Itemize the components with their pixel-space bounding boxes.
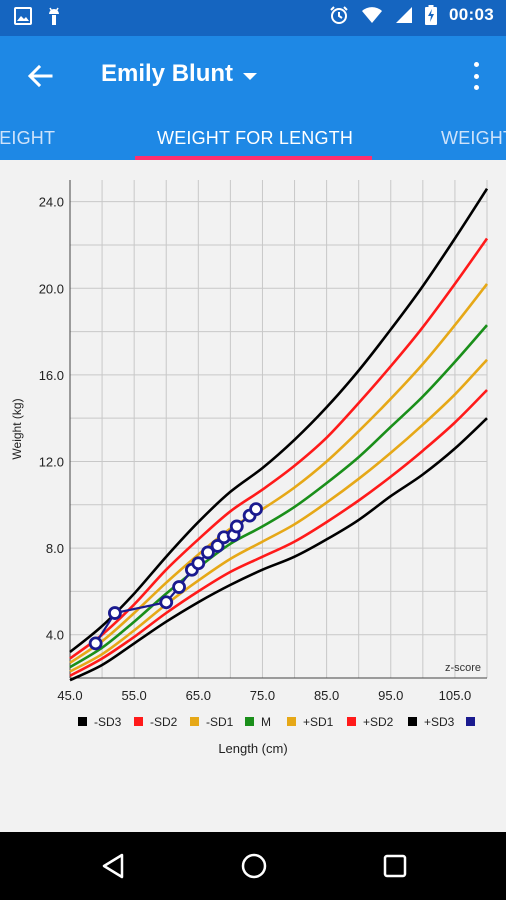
growth-chart[interactable]: 45.0 55.0 65.0 75.0 85.0 95.0 105.0 4.0 8.0 12.0 1… (0, 160, 506, 832)
series-line-plusminus-sd2 (69, 237, 489, 660)
legend-label: -SD1 (206, 715, 234, 729)
legend-label: +SD2 (363, 715, 394, 729)
y-tick-label: 12.0 (39, 454, 64, 469)
legend-label: -SD2 (150, 715, 178, 729)
tab-indicator (135, 156, 372, 160)
series-line-minus-sd3 (69, 417, 488, 682)
y-axis-label: Weight (kg) (10, 398, 24, 459)
legend-swatch (466, 717, 475, 726)
navigation-bar (0, 832, 506, 900)
recents-square-icon[interactable] (381, 852, 409, 880)
patient-point[interactable] (191, 556, 206, 571)
patient-point[interactable] (210, 539, 225, 553)
x-tick-label: 105.0 (439, 688, 472, 703)
series-line-minus-sd2 (69, 389, 488, 677)
legend-label: +SD3 (424, 715, 455, 729)
legend-swatch (347, 717, 356, 726)
legend-swatch (134, 717, 143, 726)
series-line-plusminus-sd1 (69, 283, 489, 664)
tab-weight-for-length[interactable]: WEIGHT FOR LENGTH (157, 128, 354, 148)
home-circle-icon[interactable] (240, 852, 268, 880)
x-tick-label: 85.0 (314, 688, 339, 703)
alarm-icon (330, 6, 348, 24)
app-bar: Emily Blunt (0, 36, 506, 120)
tab-bar: HEIGHT WEIGHT FOR LENGTH WEIGHT (0, 120, 506, 160)
status-time: 00:03 (449, 5, 494, 24)
image-icon (14, 7, 32, 25)
android-icon (49, 7, 59, 25)
tab-height[interactable]: HEIGHT (0, 128, 56, 148)
patient-selector[interactable]: Emily Blunt (101, 60, 258, 88)
series-line-minus-sd1 (69, 358, 488, 673)
battery-charging-icon (425, 5, 438, 25)
x-tick-label: 45.0 (57, 688, 82, 703)
y-tick-label: 4.0 (46, 628, 64, 643)
legend-swatch (287, 717, 296, 726)
patient-point[interactable] (172, 580, 186, 594)
y-tick-label: 8.0 (46, 541, 64, 556)
plot-background (70, 180, 487, 678)
status-bar: 00:03 (0, 0, 506, 36)
back-arrow-icon[interactable] (26, 62, 54, 90)
legend-swatch (78, 717, 87, 726)
series-line-m (69, 324, 488, 669)
legend-swatch (190, 717, 199, 726)
legend-swatch (408, 717, 417, 726)
x-tick-label: 55.0 (121, 688, 146, 703)
x-tick-label: 75.0 (250, 688, 275, 703)
chevron-down-icon (243, 72, 258, 80)
page-title: Emily Blunt (101, 60, 234, 87)
y-tick-label: 24.0 (39, 195, 64, 210)
chart-area: 45.0 55.0 65.0 75.0 85.0 95.0 105.0 4.0 8.0 12.0 1… (0, 160, 506, 832)
legend-label: M (261, 715, 271, 729)
y-tick-label: 20.0 (39, 281, 64, 296)
patient-point[interactable] (108, 606, 122, 620)
x-tick-label: 65.0 (186, 688, 211, 703)
patient-point[interactable] (201, 545, 215, 560)
signal-icon (396, 7, 413, 23)
patient-point[interactable] (88, 636, 103, 651)
patient-point[interactable] (249, 502, 263, 517)
tab-weight[interactable]: WEIGHT (441, 128, 506, 148)
patient-point[interactable] (159, 595, 174, 610)
z-score-annotation: z-score (445, 662, 481, 674)
y-tick-label: 16.0 (39, 368, 64, 383)
x-axis-label: Length (cm) (218, 741, 287, 756)
legend-label: +SD1 (303, 715, 334, 729)
legend-swatch (245, 717, 254, 726)
legend-label: -SD3 (94, 715, 122, 729)
x-tick-label: 95.0 (378, 688, 403, 703)
wifi-icon (362, 7, 383, 23)
overflow-menu-icon[interactable] (472, 62, 480, 90)
series-line-plusminus-sd3 (69, 188, 489, 654)
back-triangle-icon[interactable] (100, 852, 128, 880)
patient-point[interactable] (229, 519, 244, 534)
